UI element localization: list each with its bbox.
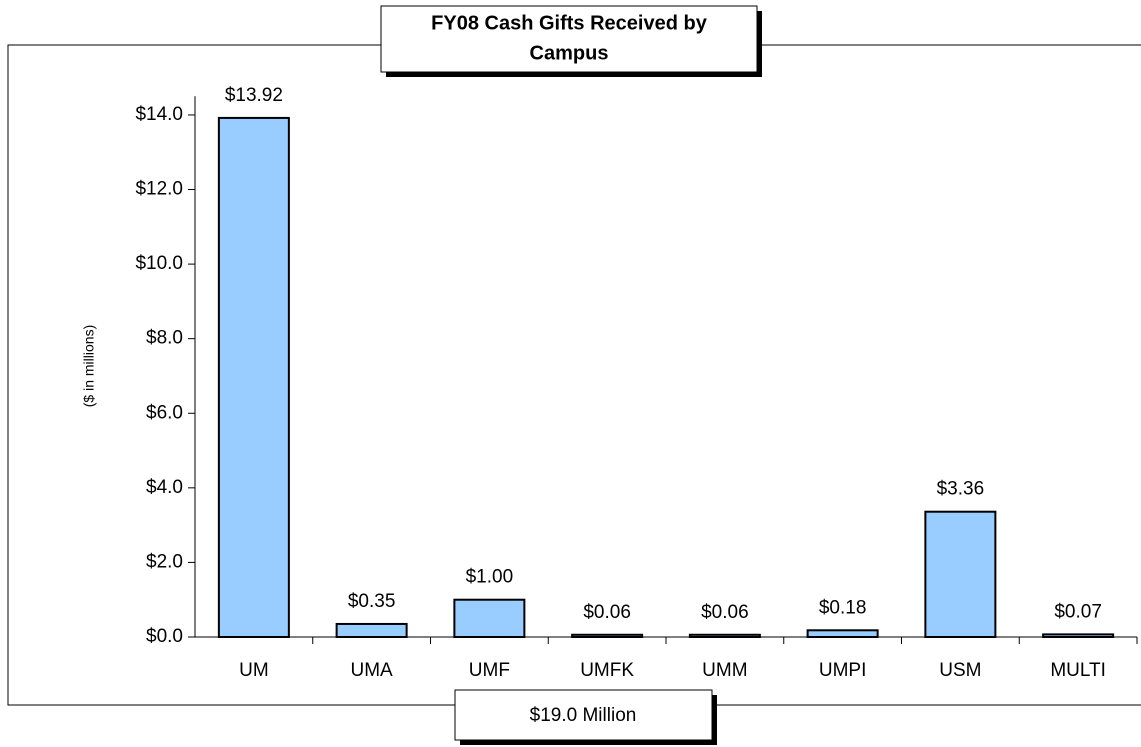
x-tick-label: UMA bbox=[351, 660, 394, 681]
chart-title: FY08 Cash Gifts Received by bbox=[431, 12, 708, 34]
data-label: $0.07 bbox=[1054, 601, 1102, 622]
bar bbox=[924, 510, 997, 638]
data-label: $0.06 bbox=[583, 602, 631, 623]
x-tick-label: USM bbox=[939, 660, 981, 681]
data-label: $0.35 bbox=[348, 591, 396, 612]
bar bbox=[453, 598, 526, 639]
x-tick-label: UM bbox=[239, 660, 269, 681]
bar bbox=[335, 622, 408, 638]
x-tick-label: UMPI bbox=[819, 660, 867, 681]
y-tick-label: $0.0 bbox=[146, 626, 183, 647]
data-label: $3.36 bbox=[937, 479, 985, 500]
y-tick-label: $8.0 bbox=[146, 328, 183, 349]
y-tick-label: $2.0 bbox=[146, 551, 183, 572]
footer: $19.0 Million bbox=[530, 705, 637, 726]
data-label: $13.92 bbox=[225, 85, 283, 106]
chart-title: Campus bbox=[530, 42, 609, 64]
title-box bbox=[380, 5, 758, 73]
y-tick-label: $4.0 bbox=[146, 477, 183, 498]
x-tick-label: UMM bbox=[702, 660, 747, 681]
y-tick-label: $12.0 bbox=[135, 179, 183, 200]
y-tick-label: $14.0 bbox=[135, 104, 183, 125]
footer-box bbox=[454, 689, 713, 741]
bar bbox=[806, 629, 879, 638]
bar bbox=[217, 116, 290, 638]
x-tick-label: UMFK bbox=[580, 660, 634, 681]
y-axis-label: ($ in millions) bbox=[81, 325, 97, 407]
x-tick-label: UMF bbox=[469, 660, 510, 681]
y-tick-label: $6.0 bbox=[146, 402, 183, 423]
y-tick-label: $10.0 bbox=[135, 253, 183, 274]
data-label: $0.18 bbox=[819, 597, 867, 618]
data-label: $0.06 bbox=[701, 602, 749, 623]
x-tick-label: MULTI bbox=[1050, 660, 1106, 681]
data-label: $1.00 bbox=[466, 567, 514, 588]
